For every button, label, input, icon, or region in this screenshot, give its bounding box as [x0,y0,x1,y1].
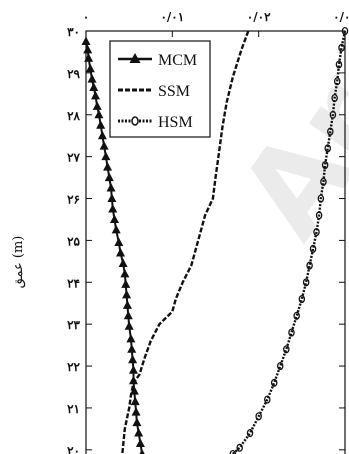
mcm-point-33 [128,375,138,385]
y-axis-label: عمق (m) [11,236,26,289]
x-tick-label-1: ۰/۰۱ [160,10,184,24]
y-tick-label-8: ۲۲ [67,360,80,374]
x-tick-label-3: ۰/۰۳ [333,10,349,24]
hsm-point-15 [302,278,310,287]
mcm-point-17 [108,203,118,213]
mcm-point-40 [139,449,145,454]
plot-frame [85,30,346,454]
series-line-hsm [231,30,347,454]
mcm-point-19 [111,224,121,234]
mcm-point-9 [96,120,106,129]
mcm-point-13 [103,162,113,171]
mcm-point-21 [116,247,126,257]
hsm-point-11 [315,211,323,220]
hsm-point-22 [264,395,271,404]
hsm-point-17 [293,311,300,320]
hsm-point-20 [276,361,284,371]
mcm-point-1 [83,44,93,54]
hsm-point-24 [246,429,254,438]
hsm-point-21 [270,378,278,387]
hsm-point-25 [236,443,243,452]
mcm-point-32 [128,365,138,374]
mcm-point-37 [132,417,142,427]
hsm-point-10 [317,194,325,203]
y-tick-label-0: ۳۰ [67,25,80,39]
mcm-point-22 [118,258,128,267]
hsm-point-6 [327,127,334,136]
mcm-point-15 [106,183,116,192]
mcm-point-14 [104,172,114,182]
mcm-point-7 [92,101,102,110]
mcm-point-24 [121,279,131,288]
mcm-point-20 [114,237,124,246]
hsm-point-5 [329,110,337,119]
axes: ۰ ۰/۰۱ ۰/۰۲ ۰/۰۳ ۳۰ ۲۹ ۲۸ ۲۷ ۲۶ ۲۵ ۲۴ ۲۳ ۲۲ ۲۱ ۲۰ [67,10,349,454]
y-tick-label-9: ۲۱ [67,402,80,416]
y-tick-label-1: ۲۹ [67,67,80,81]
legend-label-ssm: SSM [158,83,190,100]
legend-label-mcm: MCM [158,52,197,69]
legend-label-hsm: HSM [158,114,193,131]
hsm-point-23 [255,412,262,421]
hsm-point-12 [313,227,320,237]
mcm-point-10 [97,130,107,140]
hsm-point-4 [331,93,338,103]
y-tick-label-7: ۲۳ [67,318,80,332]
hsm-point-26 [229,449,237,454]
hsm-point-9 [320,177,327,186]
mcm-point-34 [129,386,139,395]
mcm-point-38 [134,428,144,437]
mcm-point-3 [85,63,95,73]
hsm-point-16 [298,294,306,304]
mcm-point-4 [87,74,97,83]
y-tick-label-10: ۲۰ [67,444,80,454]
mcm-point-31 [128,354,138,364]
mcm-point-6 [90,90,100,100]
y-tick-label-2: ۲۸ [67,109,80,123]
hsm-point-8 [321,160,329,170]
mcm-point-29 [126,333,136,343]
y-tick-label-5: ۲۵ [67,234,80,248]
legend-marker-mcm [129,53,141,63]
hsm-point-19 [283,345,290,354]
x-tick-label-2: ۰/۰۲ [247,10,271,24]
legend: MCM SSM HSM [109,40,211,138]
x-tick-label-0: ۰ [83,10,89,24]
mcm-point-5 [89,82,99,92]
mcm-point-30 [127,344,137,353]
mcm-point-18 [109,214,119,223]
hsm-point-18 [288,328,295,337]
mcm-point-12 [101,151,111,161]
mcm-point-25 [122,289,132,299]
mcm-point-16 [107,193,117,203]
plot-area [81,26,349,454]
mcm-point-39 [135,438,145,448]
mcm-point-23 [120,268,130,278]
series-line-ssm [121,30,250,454]
mcm-point-8 [94,109,104,119]
y-tick-label-6: ۲۴ [67,276,80,290]
mcm-point-11 [99,141,109,150]
mcm-point-26 [122,300,132,309]
y-tick-label-4: ۲۶ [67,193,80,207]
watermark-text: Arc [213,0,349,262]
mcm-point-28 [124,321,134,330]
hsm-point-1 [338,43,345,52]
legend-marker-hsm [131,116,139,126]
mcm-point-27 [123,310,133,320]
hsm-point-2 [335,60,343,69]
mcm-point-36 [131,407,141,416]
hsm-point-14 [306,261,313,270]
mcm-point-35 [130,396,140,406]
hsm-point-7 [324,144,331,153]
hsm-point-3 [333,77,341,86]
y-tick-label-3: ۲۷ [67,151,80,165]
hsm-point-13 [309,244,317,253]
